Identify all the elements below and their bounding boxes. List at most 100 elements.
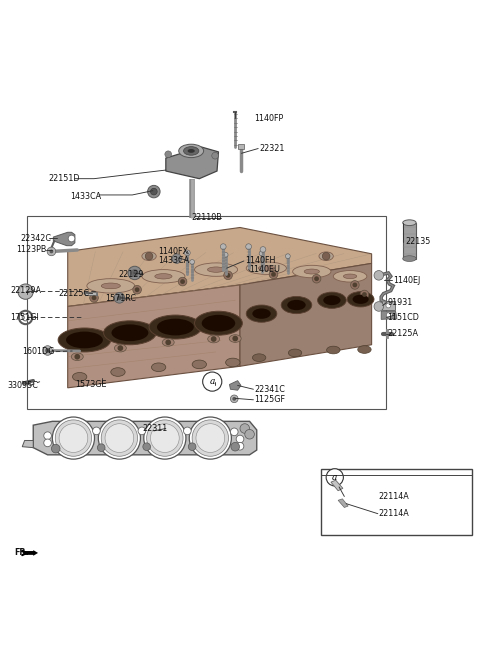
Text: 1140FH: 1140FH — [245, 256, 275, 266]
Ellipse shape — [304, 269, 320, 274]
Circle shape — [151, 424, 179, 453]
Circle shape — [269, 270, 278, 279]
Circle shape — [260, 247, 266, 253]
Text: 1571RC: 1571RC — [105, 294, 136, 303]
Circle shape — [147, 420, 183, 457]
Text: 22129: 22129 — [118, 270, 144, 279]
Ellipse shape — [353, 295, 369, 304]
Text: 91931: 91931 — [387, 298, 413, 307]
Circle shape — [224, 271, 232, 279]
Ellipse shape — [72, 353, 83, 361]
Text: 1123PB: 1123PB — [16, 245, 47, 255]
Bar — [403, 222, 416, 258]
Polygon shape — [53, 232, 75, 246]
Circle shape — [232, 336, 238, 341]
Polygon shape — [331, 480, 343, 491]
Ellipse shape — [319, 252, 333, 260]
Circle shape — [55, 420, 92, 457]
Circle shape — [183, 427, 191, 435]
Circle shape — [144, 417, 186, 459]
Ellipse shape — [288, 349, 302, 357]
Circle shape — [151, 188, 157, 195]
Ellipse shape — [142, 270, 185, 283]
Text: 1140FP: 1140FP — [254, 114, 284, 123]
Ellipse shape — [252, 354, 266, 361]
Circle shape — [44, 439, 51, 447]
Circle shape — [236, 442, 244, 450]
Circle shape — [21, 287, 26, 292]
Ellipse shape — [111, 368, 125, 377]
Text: 22114A: 22114A — [379, 492, 409, 501]
Ellipse shape — [202, 315, 235, 331]
Circle shape — [196, 424, 225, 453]
Text: 33095C: 33095C — [8, 381, 39, 390]
Polygon shape — [229, 380, 241, 390]
Polygon shape — [381, 311, 397, 319]
Circle shape — [220, 244, 226, 249]
Circle shape — [326, 468, 343, 486]
Text: 1751GI: 1751GI — [10, 313, 39, 322]
Circle shape — [133, 285, 142, 294]
Circle shape — [97, 444, 105, 451]
Ellipse shape — [149, 315, 202, 339]
Circle shape — [230, 395, 238, 403]
Text: 22114A: 22114A — [379, 509, 409, 518]
Circle shape — [90, 293, 98, 302]
Ellipse shape — [258, 266, 275, 271]
Polygon shape — [33, 421, 257, 455]
Circle shape — [232, 397, 236, 401]
Circle shape — [51, 444, 60, 453]
Circle shape — [105, 424, 134, 453]
Circle shape — [360, 290, 369, 298]
Ellipse shape — [347, 292, 374, 307]
Text: 1140FX: 1140FX — [158, 247, 189, 256]
Bar — [238, 144, 244, 149]
Circle shape — [350, 281, 359, 289]
Circle shape — [138, 427, 146, 435]
Ellipse shape — [111, 325, 148, 341]
Text: 1140EJ: 1140EJ — [393, 276, 420, 285]
Text: 22129A: 22129A — [10, 286, 41, 295]
Ellipse shape — [207, 267, 225, 272]
Circle shape — [145, 253, 153, 260]
Ellipse shape — [162, 338, 174, 346]
Circle shape — [68, 235, 75, 242]
Circle shape — [374, 270, 384, 280]
Circle shape — [43, 346, 52, 356]
Text: 1125GF: 1125GF — [254, 396, 285, 404]
Circle shape — [286, 254, 290, 258]
Ellipse shape — [281, 297, 312, 314]
Ellipse shape — [87, 279, 135, 293]
Circle shape — [143, 443, 151, 451]
Circle shape — [18, 284, 33, 299]
Text: 22341C: 22341C — [254, 385, 285, 394]
Ellipse shape — [114, 344, 126, 352]
Bar — [85, 292, 97, 295]
Circle shape — [44, 432, 51, 440]
Ellipse shape — [288, 300, 306, 310]
Circle shape — [74, 354, 80, 359]
Circle shape — [386, 303, 391, 308]
Text: FR.: FR. — [14, 548, 29, 558]
Circle shape — [231, 442, 240, 451]
Circle shape — [165, 340, 171, 345]
Circle shape — [118, 345, 123, 351]
Circle shape — [323, 253, 330, 260]
Ellipse shape — [192, 360, 206, 369]
Text: 22311: 22311 — [142, 424, 167, 433]
Ellipse shape — [58, 328, 111, 352]
Text: 22125A: 22125A — [387, 329, 419, 338]
Circle shape — [386, 312, 392, 318]
Circle shape — [148, 186, 160, 198]
Text: 22321: 22321 — [259, 144, 285, 153]
Circle shape — [128, 266, 142, 279]
FancyArrow shape — [24, 550, 38, 556]
Circle shape — [47, 247, 56, 256]
Ellipse shape — [101, 283, 120, 289]
Circle shape — [245, 430, 254, 439]
Circle shape — [45, 348, 50, 353]
Polygon shape — [68, 285, 240, 388]
Polygon shape — [22, 440, 33, 447]
Text: a: a — [210, 377, 215, 386]
Ellipse shape — [104, 321, 156, 345]
